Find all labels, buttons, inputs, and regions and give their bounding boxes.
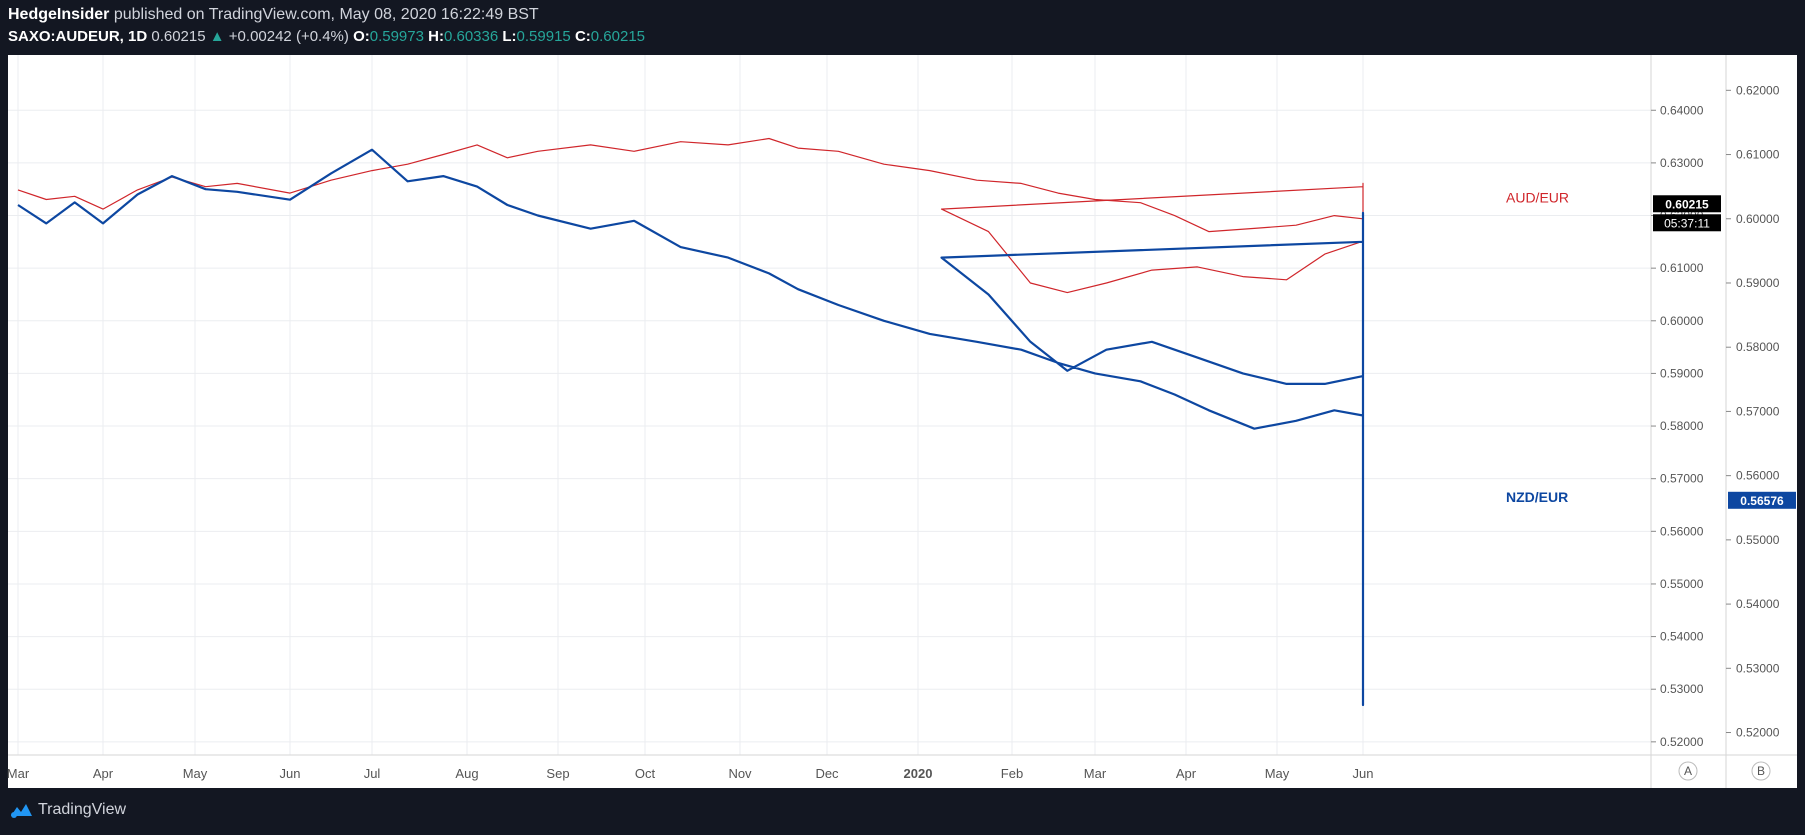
scale-a-label: A (1684, 764, 1692, 778)
left-axis-tick-label: 0.61000 (1660, 261, 1704, 275)
scale-b-label: B (1757, 764, 1765, 778)
scale-a-button[interactable]: A (1678, 761, 1698, 781)
right-axis-tick-label: 0.59000 (1736, 276, 1780, 290)
time-axis-label: Feb (1001, 766, 1023, 781)
aud-last-price-text: 0.60215 (1665, 197, 1709, 211)
nzd-eur-series-label: NZD/EUR (1506, 489, 1568, 505)
time-axis-label: Jun (1353, 766, 1374, 781)
scale-b-button[interactable]: B (1751, 761, 1771, 781)
left-axis-tick-label: 0.63000 (1660, 156, 1704, 170)
left-axis-tick-label: 0.64000 (1660, 103, 1704, 117)
right-axis-tick-label: 0.61000 (1736, 148, 1780, 162)
left-axis-tick-label: 0.58000 (1660, 419, 1704, 433)
right-axis-tick-label: 0.55000 (1736, 533, 1780, 547)
nzd-last-price-tag (1728, 491, 1796, 509)
price-change: +0.00242 (+0.4%) (228, 28, 349, 45)
series-labels: AUD/EUR NZD/EUR 0.60215 05:37:11 0.56576 (1506, 189, 1796, 509)
countdown-tag (1653, 214, 1721, 232)
low-label: L: (502, 28, 517, 45)
time-axis-label: Mar (1084, 766, 1107, 781)
time-axis-label: Jun (280, 766, 301, 781)
time-axis-label: Aug (455, 766, 478, 781)
nzd-last-price-text: 0.56576 (1740, 494, 1784, 508)
ohlc-legend: SAXO:AUDEUR, 1D 0.60215 ▲ +0.00242 (+0.4… (8, 28, 645, 45)
right-price-axis[interactable]: 0.62000 0.61000 0.60000 0.59000 0.58000 0.570… (1726, 83, 1780, 740)
countdown-text: 05:37:11 (1664, 216, 1710, 230)
right-axis-tick-label: 0.54000 (1736, 597, 1780, 611)
aud-last-price-tag (1653, 195, 1721, 213)
time-axis-label: Dec (815, 766, 839, 781)
right-axis-tick-label: 0.52000 (1736, 726, 1780, 740)
low-value: 0.59915 (516, 28, 571, 45)
right-axis-tick-label: 0.62000 (1736, 83, 1780, 97)
published-text: published on TradingView.com, May 08, 20… (113, 6, 539, 23)
time-axis-label: Oct (635, 766, 656, 781)
brand-name: TradingView (38, 801, 127, 818)
aud-eur-series-label: AUD/EUR (1506, 189, 1569, 205)
chart-header: HedgeInsider published on TradingView.co… (0, 0, 1805, 55)
time-axis-label: Apr (1176, 766, 1197, 781)
close-label: C: (574, 28, 591, 45)
time-axis-label: Jul (364, 766, 381, 781)
publish-info: HedgeInsider published on TradingView.co… (8, 6, 539, 24)
last-price: 0.60215 (151, 28, 206, 45)
close-value: 0.60215 (590, 28, 646, 45)
right-axis-tick-label: 0.58000 (1736, 340, 1780, 354)
right-axis-tick-label: 0.56000 (1736, 469, 1780, 483)
time-axis-label: Mar (7, 766, 30, 781)
publisher-name[interactable]: HedgeInsider (8, 6, 110, 23)
open-label: O: (353, 28, 370, 45)
left-axis-tick-label: 0.53000 (1660, 682, 1704, 696)
time-axis-label: May (1265, 766, 1290, 781)
grid-lines (8, 55, 1651, 755)
up-arrow-icon: ▲ (209, 28, 225, 45)
high-label: H: (428, 28, 444, 45)
nzd-eur-line (17, 148, 1365, 707)
left-axis-tick-label: 0.55000 (1660, 577, 1704, 591)
time-axis-label: 2020 (904, 766, 933, 781)
time-axis-label: Nov (728, 766, 752, 781)
right-axis-tick-label: 0.60000 (1736, 212, 1780, 226)
time-axis-label: Apr (93, 766, 114, 781)
right-axis-tick-label: 0.53000 (1736, 661, 1780, 675)
left-axis-tick-label: 0.59000 (1660, 366, 1704, 380)
left-axis-tick-label: 0.57000 (1660, 472, 1704, 486)
series-layer (17, 137, 1365, 707)
footer-bar (0, 788, 1805, 835)
open-value: 0.59973 (369, 28, 424, 45)
high-value: 0.60336 (443, 28, 499, 45)
tradingview-logo[interactable]: TradingView (8, 801, 126, 819)
left-axis-tick-label: 0.54000 (1660, 630, 1704, 644)
price-chart[interactable]: 0.64000 0.63000 0.62000 0.61000 0.60000 0.590… (0, 55, 1805, 788)
left-axis-tick-label: 0.60000 (1660, 314, 1704, 328)
chart-background (8, 55, 1797, 788)
right-axis-tick-label: 0.57000 (1736, 404, 1780, 418)
left-axis-tick-label: 0.56000 (1660, 524, 1704, 538)
left-axis-tick-label: 0.52000 (1660, 735, 1704, 749)
time-axis[interactable]: Mar Apr May Jun Jul Aug Sep Oct Nov Dec 2020 Feb Mar… (7, 766, 1374, 781)
symbol-label[interactable]: SAXO:AUDEUR, 1D (8, 28, 148, 45)
time-axis-label: Sep (546, 766, 569, 781)
time-axis-label: May (183, 766, 208, 781)
cloud-logo-icon (11, 804, 32, 818)
